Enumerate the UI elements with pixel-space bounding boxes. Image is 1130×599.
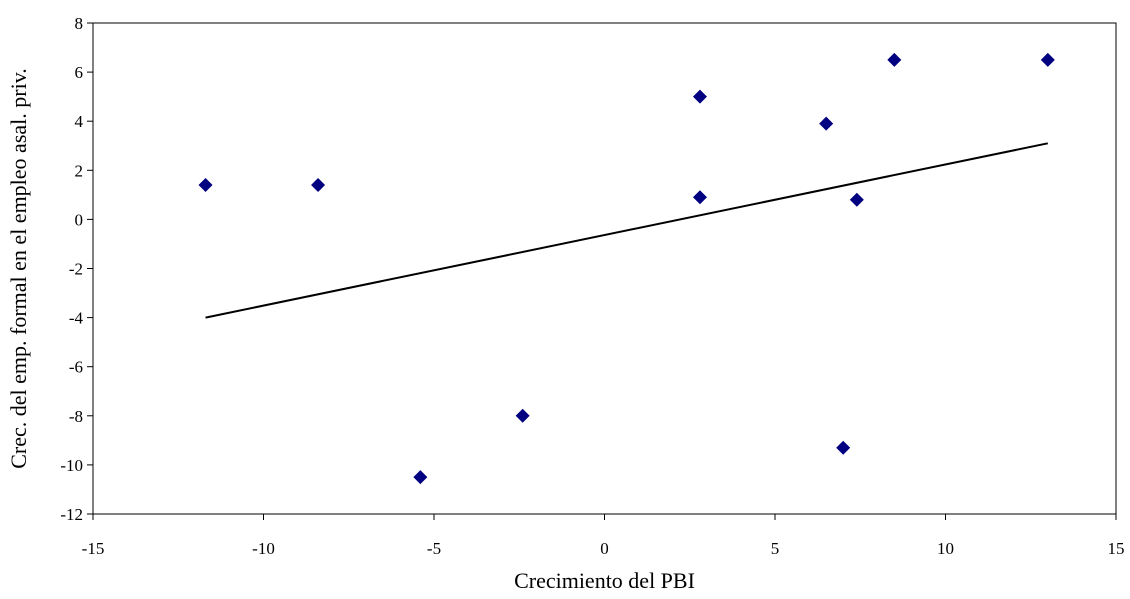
x-tick-label: 10 xyxy=(937,539,954,558)
data-point xyxy=(1040,52,1055,67)
x-tick-label: -10 xyxy=(252,539,275,558)
data-point xyxy=(692,190,707,205)
y-tick-label: -6 xyxy=(69,358,83,377)
data-points xyxy=(198,52,1055,485)
y-tick-label: 4 xyxy=(75,112,84,131)
y-tick-label: 0 xyxy=(75,210,84,229)
trendline xyxy=(205,142,1049,319)
data-point xyxy=(198,178,213,193)
y-tick-label: -12 xyxy=(60,505,83,524)
y-tick-label: -8 xyxy=(69,407,83,426)
y-axis-title: Crec. del emp. formal en el empleo asal.… xyxy=(6,68,31,469)
x-tick-label: 0 xyxy=(600,539,609,558)
data-point xyxy=(311,178,326,193)
y-tick-label: 8 xyxy=(75,14,84,33)
x-axis-ticks: -15 -10 -5 0 5 10 15 xyxy=(82,514,1125,558)
data-point xyxy=(515,408,530,423)
data-point xyxy=(887,52,902,67)
x-tick-label: -5 xyxy=(427,539,441,558)
data-point xyxy=(692,89,707,104)
y-tick-label: -4 xyxy=(69,309,84,328)
x-tick-label: -15 xyxy=(82,539,105,558)
y-tick-label: -2 xyxy=(69,260,83,279)
x-axis-title: Crecimiento del PBI xyxy=(514,568,695,593)
x-tick-label: 15 xyxy=(1108,539,1125,558)
y-tick-label: 2 xyxy=(75,161,84,180)
trendline-layer xyxy=(205,142,1049,319)
data-point xyxy=(413,470,428,485)
plot-area xyxy=(92,22,1117,515)
data-point xyxy=(849,192,864,207)
data-point xyxy=(819,116,834,131)
y-tick-label: 6 xyxy=(75,63,84,82)
x-tick-label: 5 xyxy=(771,539,780,558)
data-point xyxy=(836,440,851,455)
y-tick-label: -10 xyxy=(60,456,83,475)
y-axis-ticks: -12 -10 -8 -6 -4 -2 0 2 4 6 8 xyxy=(60,14,93,524)
